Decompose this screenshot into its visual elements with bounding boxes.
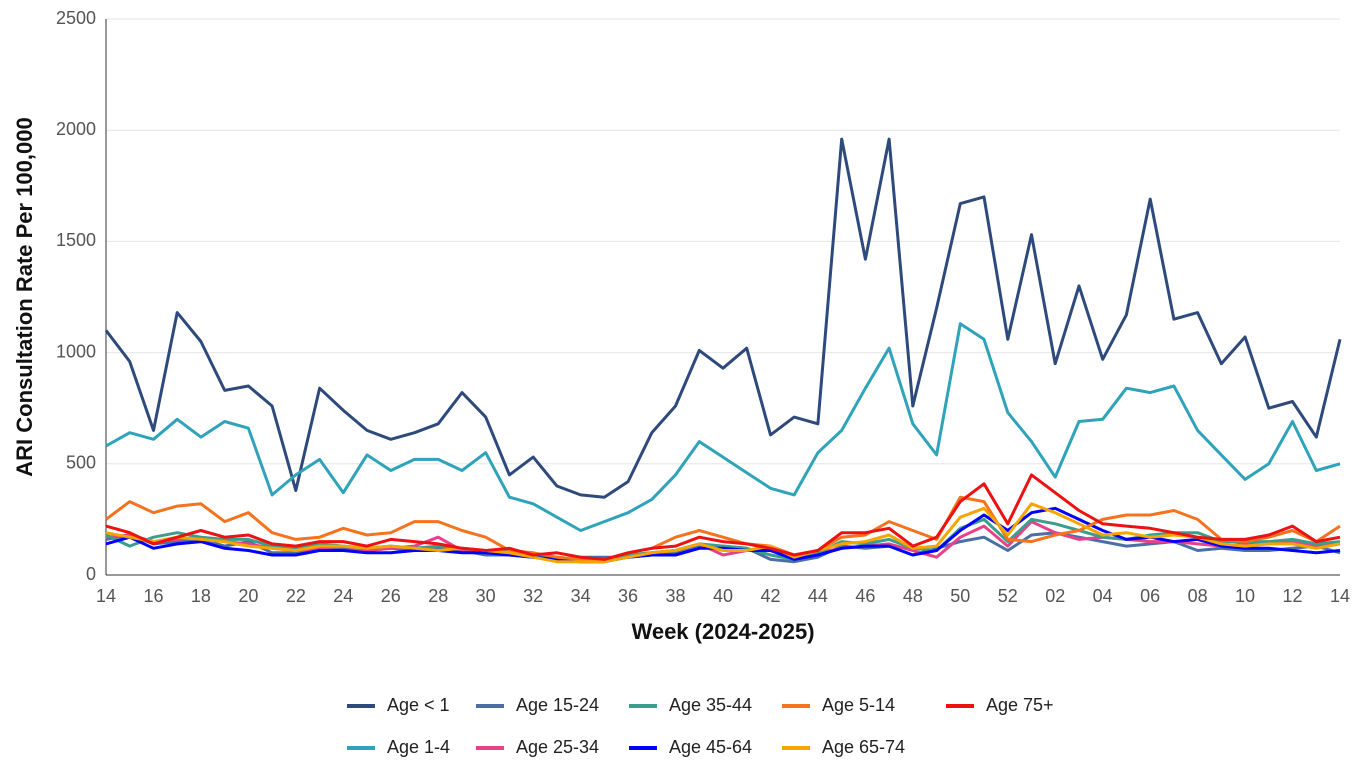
x-tick-label: 18 — [191, 586, 211, 606]
legend-label: Age 5-14 — [822, 695, 895, 715]
x-tick-label: 20 — [238, 586, 258, 606]
y-tick-label: 500 — [66, 453, 96, 473]
x-tick-label: 06 — [1140, 586, 1160, 606]
legend-label: Age 1-4 — [387, 737, 450, 757]
y-tick-label: 1500 — [56, 230, 96, 250]
legend-label: Age < 1 — [387, 695, 450, 715]
legend-label: Age 25-34 — [516, 737, 599, 757]
x-tick-label: 50 — [950, 586, 970, 606]
x-tick-label: 08 — [1188, 586, 1208, 606]
x-tick-label: 44 — [808, 586, 828, 606]
x-tick-label: 26 — [381, 586, 401, 606]
y-tick-label: 2000 — [56, 119, 96, 139]
x-tick-label: 48 — [903, 586, 923, 606]
y-axis-title: ARI Consultation Rate Per 100,000 — [12, 117, 37, 476]
y-tick-label: 0 — [86, 564, 96, 584]
y-tick-label: 1000 — [56, 341, 96, 361]
series-line — [105, 502, 1341, 564]
y-tick-label: 2500 — [56, 8, 96, 28]
x-tick-label: 38 — [666, 586, 686, 606]
legend-label: Age 45-64 — [669, 737, 752, 757]
legend-label: Age 65-74 — [822, 737, 905, 757]
x-tick-label: 16 — [143, 586, 163, 606]
x-tick-label: 36 — [618, 586, 638, 606]
x-tick-label: 28 — [428, 586, 448, 606]
legend-label: Age 35-44 — [669, 695, 752, 715]
series-line — [104, 137, 1342, 499]
x-tick-label: 52 — [998, 586, 1018, 606]
x-tick-label: 22 — [286, 586, 306, 606]
legend-label: Age 15-24 — [516, 695, 599, 715]
x-tick-label: 14 — [1330, 586, 1350, 606]
series-line — [105, 473, 1341, 561]
x-tick-label: 04 — [1093, 586, 1113, 606]
x-tick-label: 34 — [571, 586, 591, 606]
x-tick-label: 10 — [1235, 586, 1255, 606]
x-tick-label: 30 — [476, 586, 496, 606]
x-tick-label: 42 — [760, 586, 780, 606]
x-tick-label: 32 — [523, 586, 543, 606]
series-line — [105, 506, 1341, 564]
legend-label: Age 75+ — [986, 695, 1054, 715]
x-axis-title: Week (2024-2025) — [631, 619, 814, 644]
series-line — [105, 495, 1341, 561]
x-tick-label: 12 — [1283, 586, 1303, 606]
x-tick-label: 24 — [333, 586, 353, 606]
x-tick-label: 40 — [713, 586, 733, 606]
x-tick-label: 14 — [96, 586, 116, 606]
series-line — [105, 322, 1341, 532]
x-tick-label: 46 — [855, 586, 875, 606]
x-tick-label: 02 — [1045, 586, 1065, 606]
